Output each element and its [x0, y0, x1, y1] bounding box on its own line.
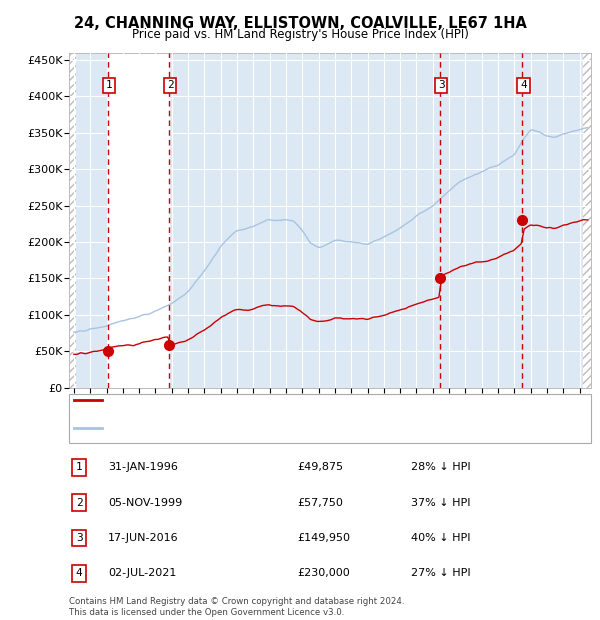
Text: 28% ↓ HPI: 28% ↓ HPI — [411, 462, 470, 472]
Text: HPI: Average price, detached house, North West Leicestershire: HPI: Average price, detached house, Nort… — [107, 423, 419, 433]
Text: £49,875: £49,875 — [297, 462, 343, 472]
Bar — [583, 53, 591, 388]
Bar — [108, 53, 169, 388]
Text: £149,950: £149,950 — [297, 533, 350, 543]
Text: 4: 4 — [520, 81, 527, 91]
Text: 40% ↓ HPI: 40% ↓ HPI — [411, 533, 470, 543]
Text: 24, CHANNING WAY, ELLISTOWN, COALVILLE, LE67 1HA (detached house): 24, CHANNING WAY, ELLISTOWN, COALVILLE, … — [107, 395, 473, 405]
Text: 3: 3 — [76, 533, 83, 543]
Text: 2: 2 — [167, 81, 173, 91]
Text: Price paid vs. HM Land Registry's House Price Index (HPI): Price paid vs. HM Land Registry's House … — [131, 28, 469, 41]
Text: Contains HM Land Registry data © Crown copyright and database right 2024.
This d: Contains HM Land Registry data © Crown c… — [69, 598, 404, 617]
Text: £230,000: £230,000 — [297, 568, 350, 578]
Text: 02-JUL-2021: 02-JUL-2021 — [108, 568, 176, 578]
Text: 17-JUN-2016: 17-JUN-2016 — [108, 533, 179, 543]
Bar — [69, 53, 76, 388]
Text: 4: 4 — [76, 568, 83, 578]
Text: 31-JAN-1996: 31-JAN-1996 — [108, 462, 178, 472]
Text: 1: 1 — [106, 81, 112, 91]
Text: 24, CHANNING WAY, ELLISTOWN, COALVILLE, LE67 1HA: 24, CHANNING WAY, ELLISTOWN, COALVILLE, … — [74, 16, 526, 30]
Text: 3: 3 — [438, 81, 445, 91]
Text: 37% ↓ HPI: 37% ↓ HPI — [411, 497, 470, 508]
Text: 27% ↓ HPI: 27% ↓ HPI — [411, 568, 470, 578]
Text: 05-NOV-1999: 05-NOV-1999 — [108, 497, 182, 508]
Text: 2: 2 — [76, 497, 83, 508]
Text: £57,750: £57,750 — [297, 497, 343, 508]
Text: 1: 1 — [76, 462, 83, 472]
